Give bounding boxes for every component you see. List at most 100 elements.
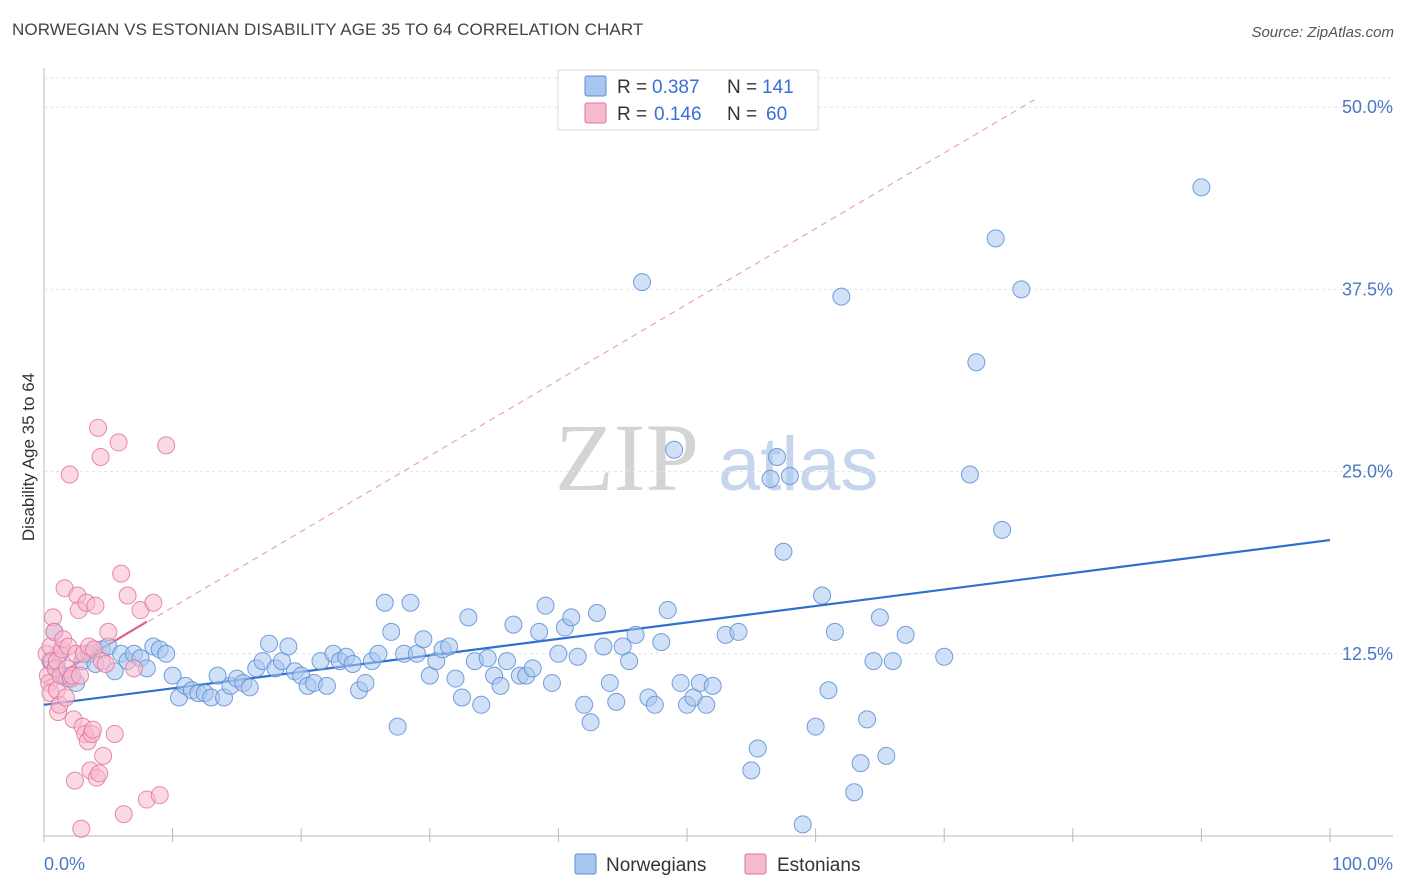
legend-r-label-2: R =: [617, 104, 647, 125]
norwegian-point: [459, 608, 478, 627]
series-legend: Norwegians Estonians: [574, 853, 860, 876]
estonian-point: [72, 819, 91, 838]
norwegian-point: [343, 654, 362, 673]
norwegian-point: [851, 754, 870, 773]
norwegian-point: [536, 596, 555, 615]
norwegian-point: [440, 637, 459, 656]
bottom-legend-label-norwegians: Norwegians: [606, 855, 706, 876]
y-tick-label: 37.5%: [1342, 279, 1393, 299]
norwegian-point: [491, 676, 510, 695]
estonian-point: [86, 596, 105, 615]
norwegian-point: [356, 673, 375, 692]
legend-n-label-1: N =: [727, 77, 757, 98]
norwegian-point: [761, 469, 780, 488]
norwegian-point: [587, 603, 606, 622]
norwegian-point: [575, 695, 594, 714]
norwegians-trend-line: [43, 538, 1331, 706]
estonian-point: [56, 688, 75, 707]
norwegian-point: [993, 520, 1012, 539]
legend-r-value-1: 0.387: [652, 77, 700, 98]
norwegian-point: [967, 353, 986, 372]
y-tick-label: 50.0%: [1342, 97, 1393, 117]
norwegian-point: [523, 659, 542, 678]
gridlines: [44, 77, 1393, 655]
norwegian-point: [877, 746, 896, 765]
estonian-point: [150, 786, 169, 805]
legend-r-value-2: 0.146: [654, 104, 702, 125]
norwegian-point: [530, 622, 549, 641]
estonian-point: [125, 659, 144, 678]
norwegian-point: [665, 440, 684, 459]
norwegian-point: [446, 669, 465, 688]
estonian-point: [157, 436, 176, 455]
norwegian-point: [742, 761, 761, 780]
norwegian-point: [478, 649, 497, 668]
norwegian-point: [163, 666, 182, 685]
estonian-point: [71, 666, 90, 685]
norwegian-point: [317, 676, 336, 695]
norwegian-point: [870, 608, 889, 627]
norwegian-point: [607, 692, 626, 711]
norwegian-point: [401, 593, 420, 612]
norwegian-point: [658, 601, 677, 620]
estonian-point: [89, 418, 108, 437]
estonian-point: [114, 805, 133, 824]
legend-n-value-2: 60: [766, 104, 787, 125]
legend-swatch-norwegians: [584, 75, 607, 97]
norwegian-point: [645, 695, 664, 714]
norwegian-point: [768, 448, 787, 466]
estonian-point: [99, 622, 118, 641]
data-points: [37, 178, 1211, 838]
legend-n-label-2: N =: [727, 104, 757, 125]
estonian-point: [144, 593, 163, 612]
legend-swatch-estonians: [584, 102, 607, 124]
estonian-point: [96, 654, 115, 673]
norwegian-point: [157, 644, 176, 663]
trend-lines: [43, 99, 1331, 706]
norwegian-point: [568, 647, 587, 666]
norwegian-point: [497, 652, 516, 671]
norwegian-point: [1012, 280, 1031, 299]
norwegian-point: [260, 634, 279, 653]
bottom-legend-label-estonians: Estonians: [777, 855, 860, 876]
norwegian-point: [825, 622, 844, 641]
y-axis-title: Disability Age 35 to 64: [19, 373, 38, 541]
tick-labels: 12.5% 25.0% 37.5% 50.0% 0.0% 100.0%: [44, 97, 1393, 874]
estonian-point: [94, 746, 113, 765]
norwegian-point: [208, 666, 227, 685]
axes: [43, 68, 1393, 842]
norwegian-point: [1192, 178, 1211, 197]
source-credit: Source: ZipAtlas.com: [1251, 24, 1394, 41]
watermark-atlas: atlas: [718, 422, 879, 507]
norwegian-point: [819, 681, 838, 700]
estonian-point: [60, 465, 79, 484]
norwegian-point: [504, 615, 523, 634]
x-tick-label-max: 100.0%: [1332, 854, 1393, 874]
norwegian-point: [375, 593, 394, 612]
norwegian-point: [697, 695, 716, 714]
norwegian-point: [806, 717, 825, 736]
norwegian-point: [452, 688, 471, 707]
norwegian-point: [774, 542, 793, 561]
norwegian-point: [369, 644, 388, 663]
norwegian-point: [832, 287, 851, 306]
norwegian-point: [620, 652, 639, 671]
estonian-point: [90, 764, 109, 783]
estonian-point: [91, 448, 110, 466]
norwegian-point: [986, 229, 1005, 248]
norwegian-point: [780, 466, 799, 485]
legend-n-value-1: 141: [762, 77, 794, 98]
norwegian-point: [729, 622, 748, 641]
estonian-point: [109, 433, 128, 452]
norwegian-point: [388, 717, 407, 736]
estonian-point: [118, 586, 137, 605]
norwegian-point: [632, 273, 651, 292]
norwegian-point: [581, 713, 600, 732]
norwegian-point: [896, 625, 915, 644]
norwegian-point: [671, 673, 690, 692]
norwegian-point: [935, 647, 954, 666]
bottom-legend-swatch-norwegians: [574, 853, 597, 875]
norwegian-point: [240, 678, 259, 697]
norwegian-point: [626, 625, 645, 644]
